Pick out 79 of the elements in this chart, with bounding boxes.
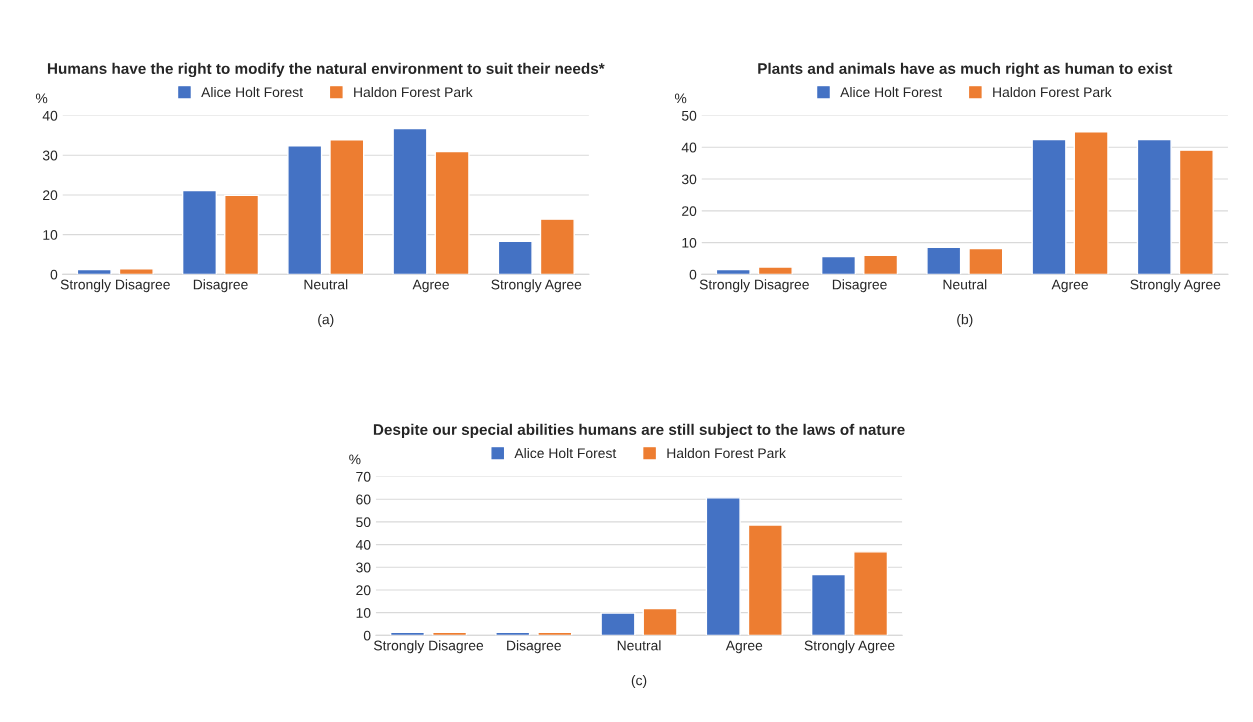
y-tick-label: 0 <box>363 630 371 641</box>
bar <box>863 254 899 275</box>
text: (b) <box>957 314 973 328</box>
bar <box>853 551 889 636</box>
x-tick-label: Strongly Agree <box>1130 279 1221 293</box>
y-tick-label: 10 <box>356 608 371 618</box>
bar <box>537 631 573 636</box>
bar <box>389 631 426 636</box>
legend-label: Haldon Forest Park <box>993 86 1112 98</box>
legend-label: Haldon Forest Park <box>354 86 473 98</box>
y-tick-label: 20 <box>43 190 58 201</box>
y-tick-label: 20 <box>682 206 697 216</box>
x-tick-label: Strongly Disagree <box>60 279 170 293</box>
y-axis-title: % <box>349 454 361 465</box>
bar <box>747 524 783 636</box>
bar <box>926 246 962 275</box>
y-tick-label: 40 <box>355 539 371 550</box>
y-tick-label: 50 <box>356 517 371 528</box>
bar <box>810 573 847 636</box>
bar <box>1073 131 1109 275</box>
bar <box>968 247 1004 275</box>
x-tick-label: Strongly Disagree <box>699 279 809 293</box>
y-tick-label: 40 <box>42 110 58 121</box>
legend-label: Alice Holt Forest <box>840 86 942 98</box>
chart-title: Humans have the right to modify the natural environment to suit their needs* <box>47 62 605 78</box>
y-tick-label: 0 <box>50 269 58 280</box>
bar <box>715 268 751 275</box>
bar <box>434 150 470 275</box>
legend-label: Haldon Forest Park <box>667 447 786 459</box>
x-tick-label: Neutral <box>943 279 987 290</box>
y-tick-label: 20 <box>356 585 371 596</box>
text: (c) <box>631 675 647 689</box>
y-axis-title: % <box>674 93 687 104</box>
bar <box>287 145 323 275</box>
y-tick-label: 0 <box>689 269 697 280</box>
y-tick-label: 30 <box>42 150 58 161</box>
bar <box>224 194 260 275</box>
chart-title: Plants and animals have as much right as human to exist <box>758 62 1173 78</box>
bar <box>539 218 575 275</box>
bar <box>820 255 857 275</box>
x-tick-label: Disagree <box>832 279 887 293</box>
x-tick-label: Neutral <box>617 640 661 651</box>
y-tick-label: 70 <box>356 471 371 482</box>
y-tick-label: 50 <box>681 110 697 121</box>
legend-label: Alice Holt Forest <box>514 447 617 459</box>
chart-title: Despite our special abilities humans are still subject to the laws of nature <box>373 423 905 439</box>
x-tick-label: Disagree <box>507 640 561 654</box>
x-tick-label: Agree <box>412 279 449 293</box>
bar <box>1178 149 1214 275</box>
bar <box>432 631 468 636</box>
x-tick-label: Agree <box>1051 279 1088 293</box>
bar <box>181 189 218 275</box>
x-tick-label: Neutral <box>304 279 348 290</box>
x-tick-label: Strongly Agree <box>804 640 895 654</box>
y-tick-label: 40 <box>681 142 697 153</box>
text: (a) <box>318 314 334 328</box>
bar <box>118 268 154 275</box>
x-tick-label: Disagree <box>193 279 248 293</box>
y-axis-title: % <box>35 93 48 104</box>
bar <box>642 607 678 636</box>
bar <box>392 127 428 275</box>
bar <box>329 139 365 275</box>
bar <box>757 266 793 275</box>
bar <box>705 497 741 636</box>
y-tick-label: 10 <box>682 237 697 248</box>
bar <box>1031 138 1067 275</box>
x-tick-label: Strongly Disagree <box>373 640 484 654</box>
bar <box>76 268 112 275</box>
bar <box>495 631 531 636</box>
y-tick-label: 30 <box>681 174 697 185</box>
x-tick-label: Strongly Agree <box>491 279 582 293</box>
bar <box>497 240 533 275</box>
y-tick-label: 10 <box>43 229 58 240</box>
bar <box>600 612 636 636</box>
legend-label: Alice Holt Forest <box>201 86 303 98</box>
y-tick-label: 60 <box>356 494 371 505</box>
bar <box>1136 138 1172 275</box>
x-tick-label: Agree <box>725 640 763 654</box>
y-tick-label: 30 <box>356 562 371 573</box>
